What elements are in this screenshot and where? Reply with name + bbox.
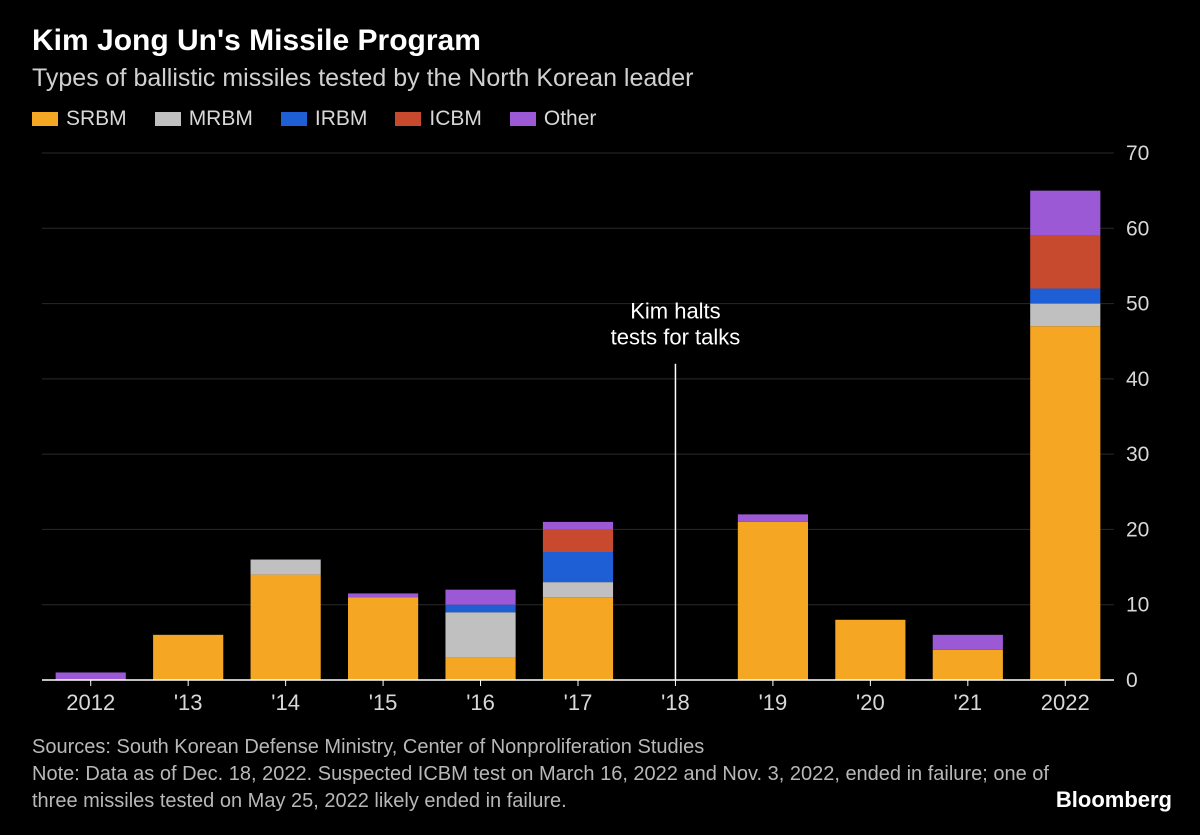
bar-segment-icbm (543, 529, 613, 552)
legend-label: ICBM (429, 107, 482, 131)
bar-segment-mrbm (543, 582, 613, 597)
legend-swatch (155, 112, 181, 126)
y-tick-label: 50 (1126, 293, 1149, 316)
stacked-bar-chart: 0 10 20 30 40 50 60 70 2012 '13 '14 '15 '16 '17 '18 '19… (32, 141, 1172, 720)
x-tick-label: '21 (953, 690, 982, 715)
x-tick-label: 2012 (66, 690, 115, 715)
bar-segment-srbm (738, 522, 808, 680)
bar-segment-srbm (1030, 326, 1100, 680)
bar-segment-other (543, 522, 613, 530)
bar-segment-other (56, 672, 126, 680)
x-tick-label: '19 (759, 690, 788, 715)
bar-segment-irbm (543, 552, 613, 582)
brand-logo: Bloomberg (1056, 785, 1172, 815)
legend-label: SRBM (66, 107, 127, 131)
bar-segment-srbm (933, 650, 1003, 680)
bar-segment-srbm (251, 575, 321, 680)
x-tick-label: '13 (174, 690, 203, 715)
x-tick-label: '20 (856, 690, 885, 715)
legend-item-srbm: SRBM (32, 107, 127, 131)
chart-area: 0 10 20 30 40 50 60 70 2012 '13 '14 '15 '16 '17 '18 '19… (32, 141, 1172, 720)
legend-swatch (510, 112, 536, 126)
bar-segment-srbm (348, 597, 418, 680)
legend-item-other: Other (510, 107, 597, 131)
bar-segment-other (348, 593, 418, 597)
annotation-text: Kim halts (630, 299, 720, 324)
y-tick-label: 10 (1126, 594, 1149, 617)
bar-segment-other (933, 635, 1003, 650)
chart-title: Kim Jong Un's Missile Program (32, 24, 1172, 58)
legend-item-irbm: IRBM (281, 107, 368, 131)
bar-segment-irbm (445, 605, 515, 613)
legend-swatch (395, 112, 421, 126)
y-tick-label: 70 (1126, 142, 1149, 165)
legend-item-mrbm: MRBM (155, 107, 253, 131)
legend-swatch (32, 112, 58, 126)
sources-text: Sources: South Korean Defense Ministry, … (32, 734, 1172, 761)
bar-segment-other (1030, 191, 1100, 236)
bar-segment-srbm (835, 620, 905, 680)
y-tick-label: 30 (1126, 443, 1149, 466)
legend-swatch (281, 112, 307, 126)
bar-segment-mrbm (251, 560, 321, 575)
legend-label: Other (544, 107, 597, 131)
bar-segment-other (445, 590, 515, 605)
x-tick-label: '18 (661, 690, 690, 715)
y-tick-label: 60 (1126, 217, 1149, 240)
y-tick-label: 20 (1126, 518, 1149, 541)
x-tick-label: '16 (466, 690, 495, 715)
chart-subtitle: Types of ballistic missiles tested by th… (32, 64, 1172, 93)
bar-segment-mrbm (445, 612, 515, 657)
legend-label: MRBM (189, 107, 253, 131)
bar-segment-srbm (445, 657, 515, 680)
bar-segment-icbm (1030, 236, 1100, 289)
legend: SRBM MRBM IRBM ICBM Other (32, 107, 1172, 131)
bar-segment-other (738, 514, 808, 522)
bar-segment-irbm (1030, 289, 1100, 304)
note-text: Note: Data as of Dec. 18, 2022. Suspecte… (32, 761, 1052, 815)
y-tick-label: 40 (1126, 368, 1149, 391)
footer: Sources: South Korean Defense Ministry, … (32, 734, 1172, 815)
x-tick-label: '17 (564, 690, 593, 715)
y-tick-label: 0 (1126, 669, 1138, 692)
bar-segment-srbm (543, 597, 613, 680)
legend-item-icbm: ICBM (395, 107, 482, 131)
x-tick-label: '14 (271, 690, 300, 715)
bar-segment-mrbm (1030, 304, 1100, 327)
bar-segment-srbm (153, 635, 223, 680)
x-tick-label: 2022 (1041, 690, 1090, 715)
annotation-text: tests for talks (611, 325, 741, 350)
x-tick-label: '15 (369, 690, 398, 715)
legend-label: IRBM (315, 107, 368, 131)
